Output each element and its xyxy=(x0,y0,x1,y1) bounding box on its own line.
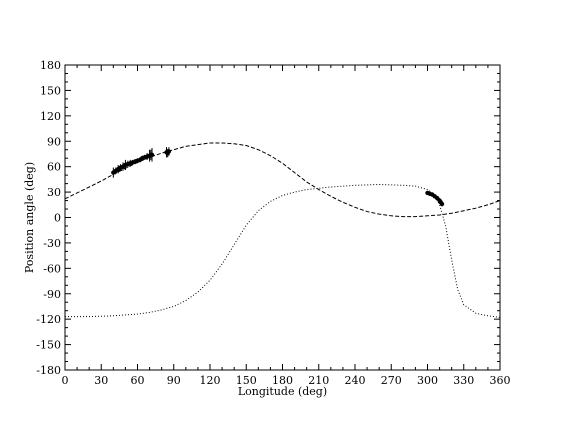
y-tick-label: -90 xyxy=(43,288,61,301)
y-tick-label: 0 xyxy=(54,212,61,225)
y-tick-label: 180 xyxy=(40,59,61,72)
x-axis-title: Longitude (deg) xyxy=(238,385,327,398)
x-tick-label: 180 xyxy=(272,374,293,387)
x-tick-label: 0 xyxy=(62,374,69,387)
point-marker xyxy=(439,201,445,207)
y-tick-label: -120 xyxy=(36,313,61,326)
y-tick-label: -30 xyxy=(43,237,61,250)
x-tick-label: 240 xyxy=(345,374,366,387)
x-tick-label: 30 xyxy=(94,374,108,387)
x-tick-label: 60 xyxy=(131,374,145,387)
series-layer xyxy=(64,142,501,318)
y-tick-label: -180 xyxy=(36,364,61,377)
x-tick-label: 270 xyxy=(381,374,402,387)
x-tick-label: 210 xyxy=(308,374,329,387)
data-point xyxy=(149,148,155,162)
y-tick-label: -60 xyxy=(43,262,61,275)
dashed-model-curve xyxy=(64,142,501,218)
x-tick-label: 120 xyxy=(200,374,221,387)
axis-ticks: 0 30 60 90 120 150 180 210 240 270 300 330 360-180-1… xyxy=(36,59,510,387)
y-tick-label: 30 xyxy=(47,186,61,199)
data-point xyxy=(166,147,172,156)
x-tick-label: 330 xyxy=(453,374,474,387)
x-tick-label: 150 xyxy=(236,374,257,387)
data-point xyxy=(439,201,445,207)
y-tick-label: 120 xyxy=(40,110,61,123)
y-axis-title: Position angle (deg) xyxy=(23,162,36,273)
dotted-model-curve xyxy=(65,183,501,318)
y-tick-label: 90 xyxy=(47,135,61,148)
x-tick-label: 90 xyxy=(167,374,181,387)
y-tick-label: 150 xyxy=(40,84,61,97)
point-marker xyxy=(149,152,155,158)
x-tick-label: 300 xyxy=(417,374,438,387)
x-tick-label: 360 xyxy=(490,374,511,387)
y-tick-label: 60 xyxy=(47,161,61,174)
plot-frame xyxy=(64,64,501,371)
y-tick-label: -150 xyxy=(36,339,61,352)
point-marker xyxy=(166,149,172,154)
